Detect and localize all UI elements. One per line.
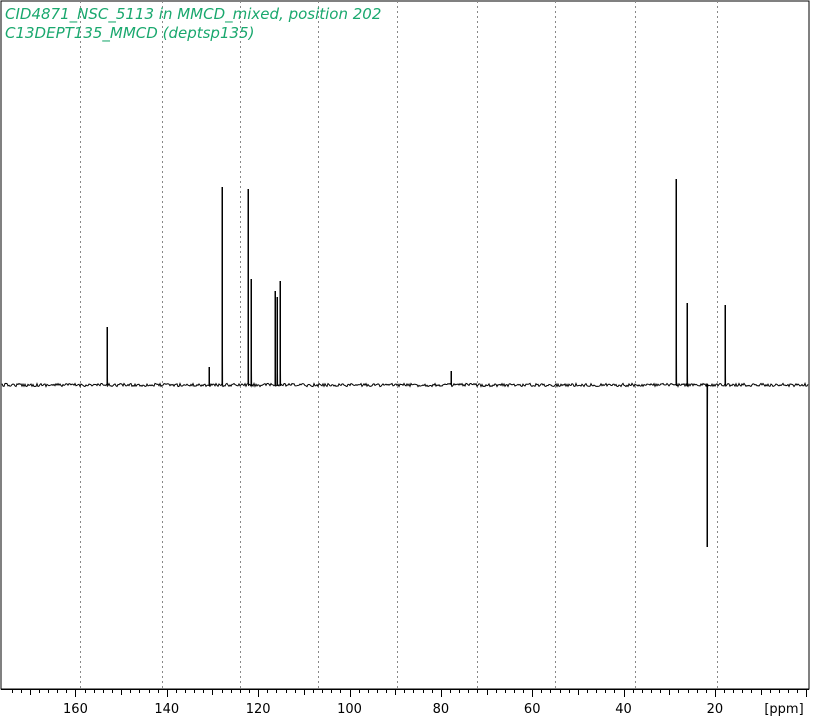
x-tick-label: 160 — [63, 702, 88, 717]
x-tick-label: 100 — [337, 702, 362, 717]
x-tick-label: 40 — [615, 702, 632, 717]
spectrum-trace — [1, 178, 809, 548]
x-axis: 160 140 120 100 80 60 40 20 [ppm] — [1, 689, 809, 717]
grid-lines — [80, 1, 718, 689]
x-tick-label: 80 — [433, 702, 450, 717]
spectrum-title: CID4871_NSC_5113 in MMCD_mixed, position… — [5, 5, 382, 23]
x-unit-label: [ppm] — [764, 702, 803, 717]
experiment-subtitle: C13DEPT135_MMCD (deptsp135) — [5, 24, 255, 42]
x-tick-label: 60 — [524, 702, 541, 717]
x-tick-label: 140 — [154, 702, 179, 717]
x-tick-label: 120 — [246, 702, 271, 717]
x-tick-label: 20 — [707, 702, 724, 717]
